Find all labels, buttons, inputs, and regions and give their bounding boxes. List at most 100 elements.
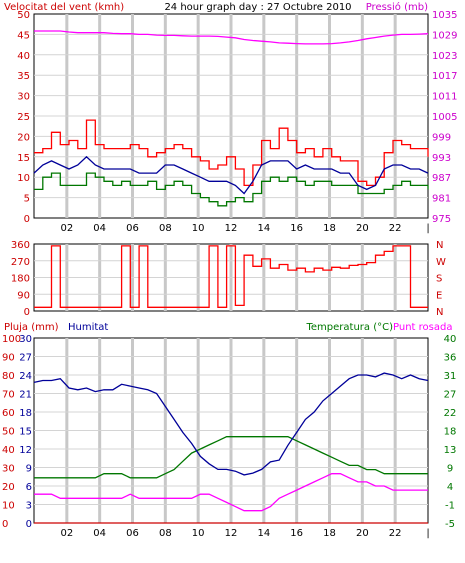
humidity-tick-label: 0 xyxy=(26,519,32,530)
compass-label: E xyxy=(436,290,442,301)
compass-label: W xyxy=(436,257,446,268)
temperature-tick-label: 13 xyxy=(444,445,457,456)
wind-speed-tick-label: 35 xyxy=(17,71,30,82)
dewpoint-line xyxy=(34,473,428,512)
direction-tick-label: 180 xyxy=(11,274,30,285)
dewpoint-axis-title: Punt rosada xyxy=(393,322,452,333)
compass-label: N xyxy=(436,307,443,318)
climate-x-tick-label: 08 xyxy=(159,528,172,539)
rain-tick-label: 100 xyxy=(2,334,21,345)
wind-average-line xyxy=(34,172,429,207)
rain-tick-label: 20 xyxy=(2,482,15,493)
wind-speed-tick-label: 40 xyxy=(17,51,30,62)
rain-tick-label: 90 xyxy=(2,353,15,364)
wind-x-tick-label: 02 xyxy=(60,223,73,234)
humidity-tick-label: 30 xyxy=(19,334,32,345)
rain-tick-label: 80 xyxy=(2,371,15,382)
pressure-tick-label: 1005 xyxy=(432,112,457,123)
climate-x-tick-label: 16 xyxy=(290,528,303,539)
wind-x-tick-label: 20 xyxy=(356,223,369,234)
humidity-tick-label: 9 xyxy=(26,464,32,475)
rain-tick-label: 60 xyxy=(2,408,15,419)
climate-x-tick-label: 06 xyxy=(126,528,139,539)
temperature-tick-label: 40 xyxy=(444,334,457,345)
pressure-line xyxy=(34,30,429,45)
rain-tick-label: 50 xyxy=(2,427,15,438)
pressure-axis-title: Pressió (mb) xyxy=(366,1,428,13)
temperature-tick-label: 36 xyxy=(444,353,457,364)
temperature-axis-title: Temperatura (°C) xyxy=(305,322,393,333)
rain-tick-label: 0 xyxy=(2,519,8,530)
temperature-tick-label: 4 xyxy=(447,482,453,493)
humidity-tick-label: 3 xyxy=(26,501,32,512)
direction-tick-label: 0 xyxy=(24,307,30,318)
humidity-tick-label: 21 xyxy=(19,390,32,401)
compass-label: S xyxy=(436,274,442,285)
humidity-line xyxy=(33,372,429,476)
wind-speed-tick-label: 5 xyxy=(24,194,30,205)
wind-x-tick-label: 14 xyxy=(257,223,270,234)
wind-pressure-panel: Velocitat del vent (kmh) 24 hour graph d… xyxy=(4,1,457,234)
temperature-tick-label: -1 xyxy=(445,501,455,512)
chart-title: 24 hour graph day : 27 Octubre 2010 xyxy=(164,2,351,13)
climate-x-tick-label: 02 xyxy=(60,528,73,539)
pressure-tick-label: 993 xyxy=(432,153,451,164)
wind-speed-tick-label: 30 xyxy=(17,92,30,103)
climate-x-tick-label: 04 xyxy=(93,528,106,539)
pressure-tick-label: 1017 xyxy=(432,71,457,82)
temperature-tick-label: 27 xyxy=(444,390,457,401)
wind-speed-tick-label: 15 xyxy=(17,153,30,164)
wind-x-tick-label: 06 xyxy=(126,223,139,234)
temperature-tick-label: -5 xyxy=(445,519,455,530)
temperature-line xyxy=(34,436,428,479)
climate-x-tick-label: 22 xyxy=(389,528,402,539)
pressure-tick-label: 1035 xyxy=(432,10,457,21)
wind-direction-line xyxy=(34,245,428,308)
wind-speed-tick-label: 25 xyxy=(17,112,30,123)
wind-speed-tick-label: 45 xyxy=(17,30,30,41)
pressure-tick-label: 999 xyxy=(432,132,451,143)
wind-x-tick-label: 10 xyxy=(192,223,205,234)
wind-x-tick-label: | xyxy=(426,223,429,234)
humidity-tick-label: 15 xyxy=(19,427,32,438)
wind-speed-tick-label: 10 xyxy=(17,173,30,184)
wind-x-tick-label: 22 xyxy=(389,223,402,234)
pressure-tick-label: 987 xyxy=(432,173,451,184)
wind-speed-line xyxy=(33,155,429,195)
temperature-tick-label: 9 xyxy=(447,464,453,475)
wind-speed-tick-label: 0 xyxy=(24,214,30,225)
pressure-tick-label: 975 xyxy=(432,214,451,225)
climate-x-tick-label: | xyxy=(426,528,429,539)
pressure-tick-label: 1023 xyxy=(432,51,457,62)
wind-x-tick-label: 18 xyxy=(323,223,336,234)
wind-speed-tick-label: 50 xyxy=(17,10,30,21)
rain-tick-label: 40 xyxy=(2,445,15,456)
direction-tick-label: 270 xyxy=(11,257,30,268)
humidity-tick-label: 24 xyxy=(19,371,32,382)
climate-x-tick-label: 12 xyxy=(225,528,238,539)
wind-x-tick-label: 16 xyxy=(290,223,303,234)
climate-x-tick-label: 10 xyxy=(192,528,205,539)
temperature-tick-label: 18 xyxy=(444,427,457,438)
pressure-tick-label: 1011 xyxy=(432,92,457,103)
humidity-axis-title: Humitat xyxy=(68,322,108,333)
temperature-humidity-panel: Pluja (mm) Humitat Temperatura (°C) Punt… xyxy=(2,322,456,539)
wind-gust-line xyxy=(34,119,429,187)
wind-speed-tick-label: 20 xyxy=(17,132,30,143)
climate-x-tick-label: 18 xyxy=(323,528,336,539)
temperature-tick-label: 22 xyxy=(444,408,457,419)
temperature-tick-label: 31 xyxy=(444,371,457,382)
rain-tick-label: 10 xyxy=(2,501,15,512)
compass-label: N xyxy=(436,240,443,251)
humidity-tick-label: 12 xyxy=(19,445,32,456)
wind-speed-axis-title: Velocitat del vent (kmh) xyxy=(4,2,124,13)
rain-tick-label: 70 xyxy=(2,390,15,401)
direction-tick-label: 90 xyxy=(17,290,30,301)
climate-x-tick-label: 14 xyxy=(257,528,270,539)
rain-tick-label: 30 xyxy=(2,464,15,475)
pressure-tick-label: 981 xyxy=(432,194,451,205)
wind-x-tick-label: 04 xyxy=(93,223,106,234)
climate-x-tick-label: 20 xyxy=(356,528,369,539)
